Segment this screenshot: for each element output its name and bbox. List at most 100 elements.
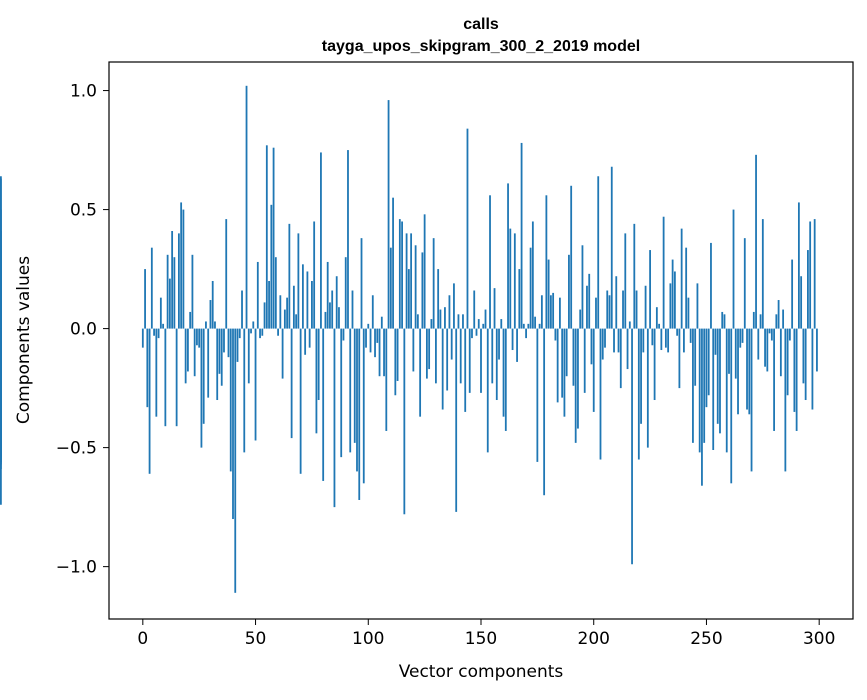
bar <box>493 288 496 329</box>
bar <box>164 328 167 427</box>
bar <box>770 328 773 341</box>
bar <box>527 323 530 329</box>
bar <box>766 328 769 372</box>
bar <box>719 328 721 434</box>
bar <box>707 328 710 396</box>
bar <box>750 328 753 472</box>
bar <box>464 328 467 412</box>
bar <box>279 295 282 329</box>
bar <box>502 328 505 417</box>
bar <box>504 328 507 431</box>
bar <box>685 247 688 329</box>
plot-frame <box>108 61 854 620</box>
bar <box>168 278 171 329</box>
bar <box>315 328 318 434</box>
bar <box>389 247 392 329</box>
bar <box>304 328 307 355</box>
bar <box>274 257 277 329</box>
bar <box>155 328 158 417</box>
bar <box>405 233 408 329</box>
bar <box>701 328 703 486</box>
bar <box>159 297 162 329</box>
bar <box>538 323 541 329</box>
bar <box>245 85 248 329</box>
bar <box>498 328 500 360</box>
bar <box>579 309 582 329</box>
bar <box>743 238 746 329</box>
bar <box>432 238 435 329</box>
bar <box>484 309 487 329</box>
bar <box>439 309 442 329</box>
bar <box>392 197 394 329</box>
bar <box>640 328 642 424</box>
bar <box>214 321 216 329</box>
bar <box>459 328 462 384</box>
bar <box>489 195 491 329</box>
bar <box>220 328 223 386</box>
bar <box>462 314 464 329</box>
bar <box>529 247 532 329</box>
bar <box>326 261 329 329</box>
bar <box>761 219 764 329</box>
bar <box>435 328 437 384</box>
bar <box>428 328 431 370</box>
bar <box>166 254 169 329</box>
bar <box>518 269 521 329</box>
bar <box>556 328 559 403</box>
bar <box>608 295 611 329</box>
x-tick-label: 200 <box>578 629 610 649</box>
bar <box>752 311 755 329</box>
bar <box>358 328 361 500</box>
bar <box>297 233 300 329</box>
bar <box>407 269 410 329</box>
bar <box>414 245 417 329</box>
x-axis-label: Vector components <box>399 662 564 682</box>
bar <box>198 328 201 348</box>
bar <box>522 323 525 329</box>
bar <box>259 328 261 339</box>
bar <box>144 269 146 329</box>
bar <box>268 280 270 329</box>
bar <box>500 319 503 329</box>
bar <box>590 328 593 365</box>
bar <box>552 292 555 329</box>
bar <box>182 209 185 329</box>
bar <box>531 221 534 329</box>
bar <box>741 328 744 343</box>
bar <box>545 195 548 329</box>
bar <box>457 314 460 329</box>
bar <box>482 323 485 329</box>
bar <box>162 323 165 329</box>
bar <box>335 276 338 329</box>
bar <box>243 328 246 453</box>
bar <box>604 328 606 348</box>
bar <box>441 328 444 410</box>
bar <box>480 328 482 393</box>
bar <box>689 328 692 343</box>
bar <box>486 328 489 453</box>
bar <box>331 290 334 329</box>
bar <box>234 328 237 593</box>
bar <box>387 100 390 329</box>
bar <box>773 328 775 431</box>
bar <box>601 328 604 360</box>
bar <box>784 328 787 472</box>
bar <box>356 328 358 472</box>
bar <box>631 328 633 565</box>
bar <box>187 328 189 372</box>
bar <box>396 328 399 381</box>
bar <box>563 328 566 417</box>
bar <box>649 250 651 329</box>
bar <box>401 221 403 329</box>
bar <box>768 328 771 334</box>
bar <box>338 307 340 329</box>
bar <box>635 290 638 329</box>
bar <box>148 328 151 474</box>
bar <box>450 328 453 360</box>
bar <box>0 328 2 462</box>
bar <box>491 328 494 384</box>
bar <box>775 314 778 329</box>
